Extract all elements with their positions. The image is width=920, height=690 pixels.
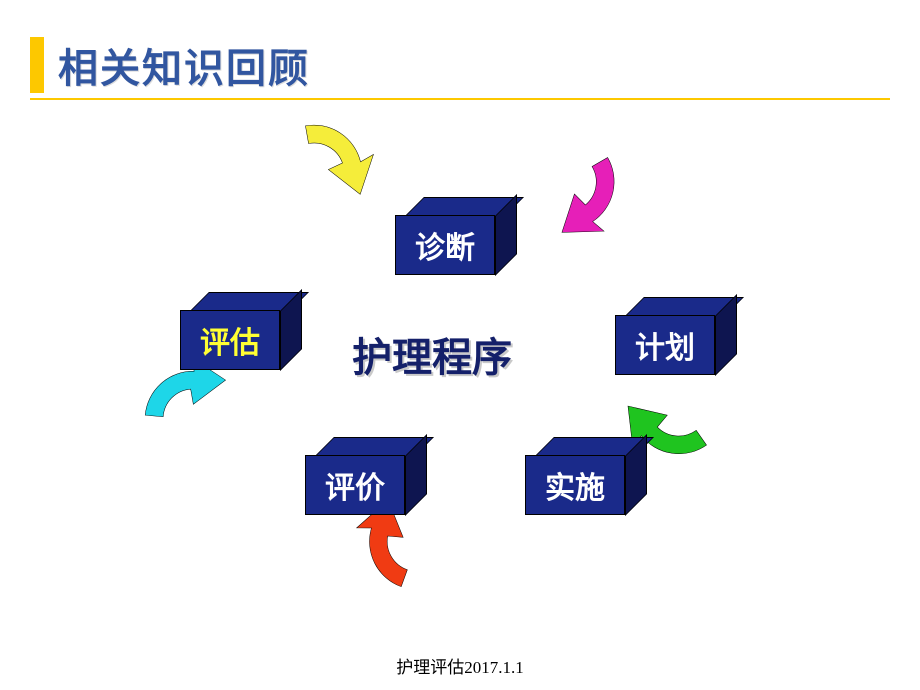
box-label: 评价 [305, 455, 405, 515]
process-box-implement: 实施 [525, 455, 635, 537]
box-label: 实施 [525, 455, 625, 515]
box-label: 诊断 [395, 215, 495, 275]
process-box-evaluate: 评价 [305, 455, 415, 537]
process-box-plan: 计划 [615, 315, 725, 397]
title-marker [30, 37, 44, 93]
slide-title: 相关知识回顾 [58, 36, 310, 94]
title-underline [30, 98, 890, 100]
slide-title-bar: 相关知识回顾 [30, 30, 310, 100]
nursing-process-diagram: 护理程序 评估 诊断计划实施 评价 [120, 120, 800, 600]
process-box-assess: 评估 [180, 310, 290, 392]
center-label: 护理程序 [352, 325, 512, 383]
cycle-arrow-a1 [234, 99, 396, 261]
box-label: 计划 [615, 315, 715, 375]
process-box-diagnose: 诊断 [395, 215, 505, 297]
footer-text: 护理评估2017.1.1 [0, 653, 920, 678]
box-label: 评估 [180, 310, 280, 370]
